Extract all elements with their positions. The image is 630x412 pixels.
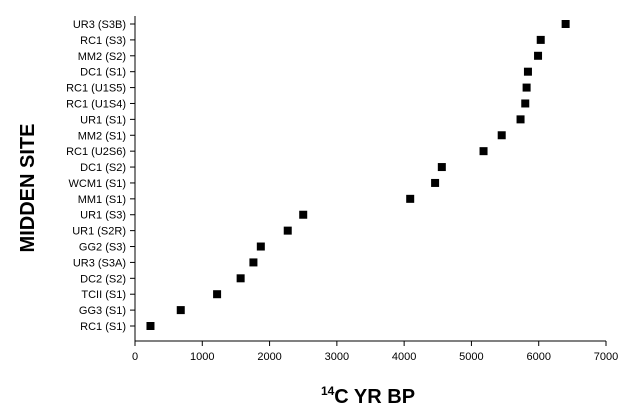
plot-area: RC1 (S1) GG3 (S1) TCII (S1) DC2 (S2) UR3 (S3… bbox=[66, 16, 618, 363]
data-point bbox=[299, 210, 308, 219]
data-point bbox=[561, 20, 570, 28]
x-axis-ticks: 0 1000 2000 3000 4000 5000 6000 7000 bbox=[132, 341, 618, 363]
data-point bbox=[431, 178, 440, 187]
data-point bbox=[497, 131, 506, 140]
y-axis-title: MIDDEN SITE bbox=[17, 124, 39, 253]
y-tick-label: RC1 (U2S6) bbox=[66, 146, 126, 158]
data-point bbox=[146, 322, 155, 330]
data-point bbox=[176, 306, 185, 315]
data-point bbox=[213, 290, 222, 299]
y-tick-label: MM2 (S2) bbox=[78, 51, 126, 63]
data-point bbox=[249, 258, 258, 267]
y-tick-label: RC1 (S1) bbox=[80, 321, 126, 333]
data-point bbox=[406, 194, 415, 203]
y-tick-label: UR1 (S1) bbox=[80, 114, 126, 126]
y-tick-label: WCM1 (S1) bbox=[69, 178, 126, 190]
data-point bbox=[522, 83, 531, 92]
y-tick-label: TCII (S1) bbox=[81, 289, 126, 301]
data-point bbox=[437, 163, 446, 172]
y-tick-label: DC1 (S1) bbox=[80, 67, 126, 79]
data-point bbox=[236, 274, 245, 283]
x-tick-label: 7000 bbox=[594, 351, 618, 363]
x-tick-label: 4000 bbox=[392, 351, 416, 363]
data-point bbox=[521, 99, 530, 108]
y-tick-label: RC1 (U1S4) bbox=[66, 98, 126, 110]
data-point bbox=[536, 35, 545, 44]
data-point bbox=[256, 242, 265, 251]
y-tick-label: GG3 (S1) bbox=[79, 305, 126, 317]
x-axis-title-main: C YR BP bbox=[334, 386, 415, 408]
x-axis-title: 14C YR BP bbox=[321, 384, 415, 408]
data-point bbox=[534, 51, 543, 60]
y-tick-label: GG2 (S3) bbox=[79, 242, 126, 254]
y-tick-label: DC1 (S2) bbox=[80, 162, 126, 174]
x-tick-label: 1000 bbox=[190, 351, 214, 363]
y-tick-label: MM1 (S1) bbox=[78, 194, 126, 206]
y-tick-label: UR1 (S3) bbox=[80, 210, 126, 222]
y-tick-label: RC1 (U1S5) bbox=[66, 83, 126, 95]
y-tick-label: MM2 (S1) bbox=[78, 130, 126, 142]
x-axis-title-superscript: 14 bbox=[321, 384, 335, 398]
x-tick-label: 3000 bbox=[325, 351, 349, 363]
data-point bbox=[516, 115, 525, 124]
y-tick-label: RC1 (S3) bbox=[80, 35, 126, 47]
y-tick-label: DC2 (S2) bbox=[80, 273, 126, 285]
x-tick-label: 6000 bbox=[526, 351, 550, 363]
x-tick-label: 2000 bbox=[257, 351, 281, 363]
data-point bbox=[283, 226, 292, 235]
y-tick-label: UR1 (S2R) bbox=[72, 226, 126, 238]
y-tick-label: UR3 (S3B) bbox=[73, 19, 126, 31]
x-tick-label: 0 bbox=[132, 351, 138, 363]
data-point bbox=[523, 67, 532, 76]
y-axis-ticks: RC1 (S1) GG3 (S1) TCII (S1) DC2 (S2) UR3 (S3… bbox=[66, 19, 135, 333]
y-tick-label: UR3 (S3A) bbox=[73, 257, 126, 269]
x-tick-label: 5000 bbox=[459, 351, 483, 363]
data-points bbox=[146, 20, 570, 330]
data-point bbox=[479, 147, 488, 156]
